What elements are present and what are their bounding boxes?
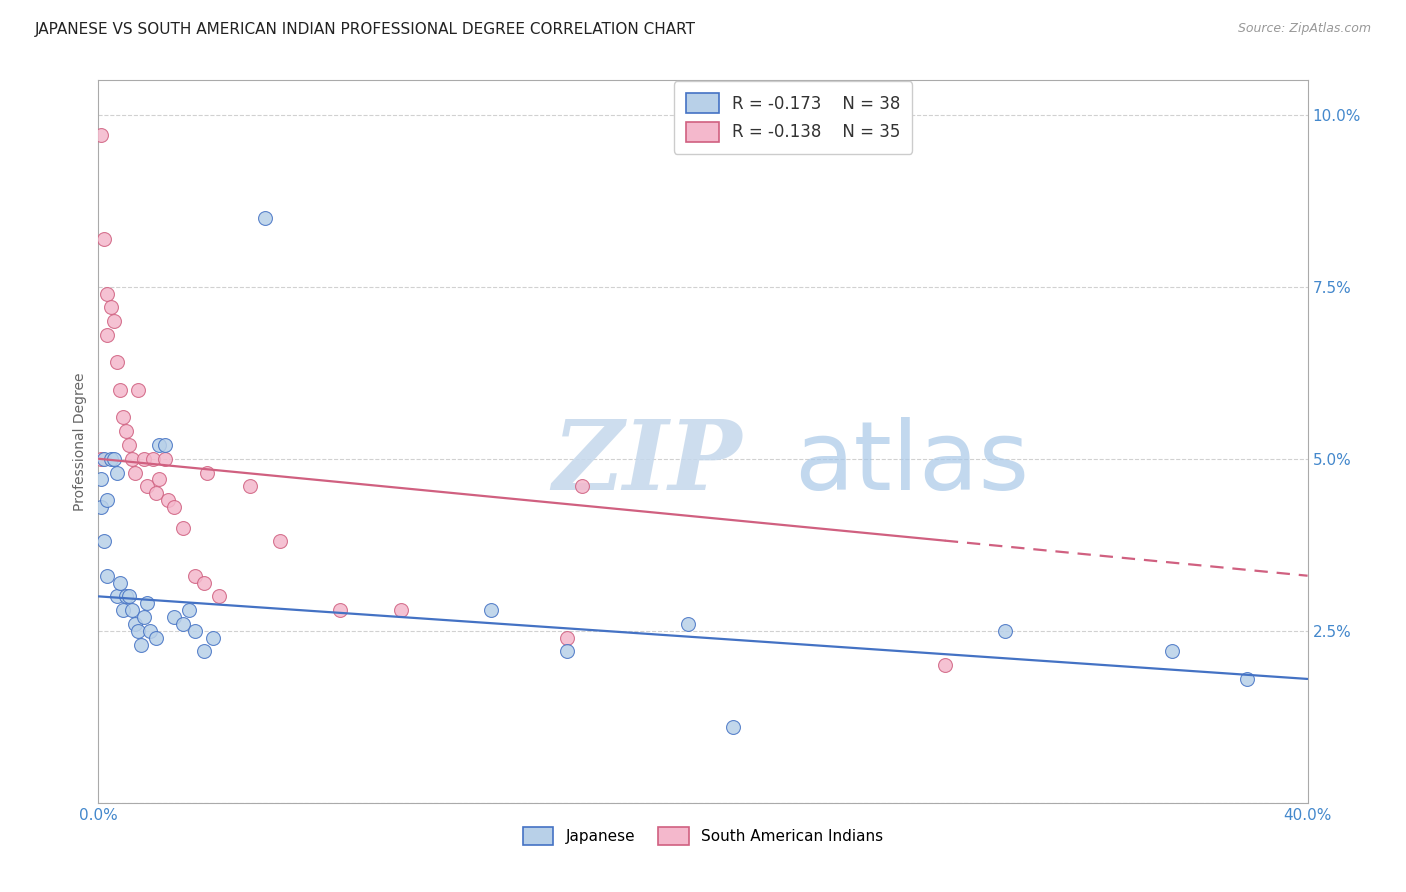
Point (105, 590, 128, 604)
Point (195, 466, 218, 480)
Point (93, 231, 115, 245)
Point (105, 466, 128, 480)
Point (114, 424, 136, 438)
Point (103, 451, 125, 466)
Text: ZIP: ZIP (551, 417, 741, 510)
Point (96, 286, 118, 301)
Point (676, 616, 699, 631)
Point (132, 610, 155, 624)
Point (121, 451, 143, 466)
Point (239, 479, 262, 493)
Point (145, 631, 167, 645)
Point (193, 575, 215, 590)
Point (100, 301, 122, 315)
Point (90, 128, 112, 143)
Point (184, 624, 207, 638)
Point (153, 451, 176, 466)
Text: Source: ZipAtlas.com: Source: ZipAtlas.com (1237, 22, 1371, 36)
Point (723, 720, 745, 734)
Point (153, 438, 176, 452)
Point (93, 534, 115, 549)
Point (208, 590, 231, 604)
Legend: Japanese, South American Indians: Japanese, South American Indians (515, 819, 891, 853)
Point (90, 451, 112, 466)
Point (129, 638, 152, 652)
Point (934, 658, 956, 673)
Point (111, 603, 134, 617)
Point (118, 438, 141, 452)
Point (108, 383, 131, 397)
Point (329, 603, 352, 617)
Point (1236, 672, 1258, 686)
Point (135, 596, 157, 610)
Point (90, 472, 112, 486)
Point (389, 603, 412, 617)
Point (127, 624, 149, 638)
Point (172, 616, 194, 631)
Point (93, 451, 115, 466)
Point (145, 486, 167, 500)
Point (148, 472, 170, 486)
Point (96, 493, 118, 508)
Point (179, 603, 201, 617)
Point (555, 644, 578, 658)
Point (96, 568, 118, 582)
Point (114, 590, 136, 604)
Point (148, 438, 170, 452)
Point (269, 534, 291, 549)
Point (124, 466, 146, 480)
Point (156, 493, 179, 508)
Point (127, 383, 149, 397)
Point (121, 603, 143, 617)
Point (994, 624, 1017, 638)
Text: atlas: atlas (793, 417, 1029, 509)
Point (118, 590, 141, 604)
Point (202, 631, 225, 645)
Point (1160, 644, 1182, 658)
Point (132, 451, 155, 466)
Point (100, 451, 122, 466)
Point (105, 355, 128, 369)
Point (172, 520, 194, 534)
Point (90, 500, 112, 514)
Point (108, 575, 131, 590)
Y-axis label: Professional Degree: Professional Degree (73, 372, 87, 511)
Point (555, 631, 578, 645)
Point (135, 479, 157, 493)
Point (111, 410, 134, 425)
Point (163, 500, 186, 514)
Point (142, 451, 165, 466)
Point (139, 624, 162, 638)
Point (253, 211, 276, 225)
Point (124, 616, 146, 631)
Point (163, 610, 186, 624)
Text: JAPANESE VS SOUTH AMERICAN INDIAN PROFESSIONAL DEGREE CORRELATION CHART: JAPANESE VS SOUTH AMERICAN INDIAN PROFES… (35, 22, 696, 37)
Point (193, 644, 215, 658)
Point (103, 314, 125, 328)
Point (571, 479, 593, 493)
Point (481, 603, 503, 617)
Point (184, 568, 207, 582)
Point (96, 327, 118, 342)
